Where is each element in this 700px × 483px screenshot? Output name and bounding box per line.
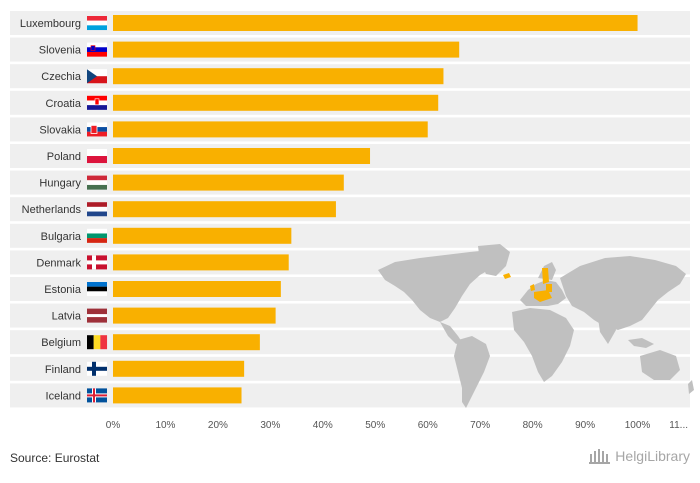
flags <box>87 16 108 403</box>
x-tick-label: 10% <box>155 420 175 431</box>
slovakia-flag-icon <box>87 122 107 137</box>
x-tick-label: 20% <box>208 420 228 431</box>
x-tick-label: 0% <box>106 420 121 431</box>
bar-hungary <box>113 174 344 191</box>
source-note: Source: Eurostat <box>10 451 100 465</box>
map-highlight-central-europe <box>534 290 552 302</box>
category-label: Hungary <box>39 178 81 190</box>
iceland-flag-icon <box>87 388 107 403</box>
bar-czechia <box>113 68 444 85</box>
latvia-flag-icon <box>87 308 107 323</box>
brand-logo: HelgiLibrary <box>589 448 690 464</box>
bar-poland <box>113 148 371 164</box>
map-indonesia <box>628 338 654 348</box>
slovenia-flag-icon <box>87 42 107 57</box>
map-highlight-finland <box>542 268 549 284</box>
bar-latvia <box>113 307 276 324</box>
map-greenland <box>478 244 510 276</box>
estonia-flag-icon <box>87 282 107 297</box>
croatia-flag-icon <box>87 95 107 110</box>
map-new-zealand <box>688 380 694 394</box>
category-label: Slovakia <box>39 124 81 136</box>
poland-flag-icon <box>87 149 107 164</box>
map-australia <box>640 350 680 380</box>
category-label: Finland <box>45 364 81 376</box>
bar-estonia <box>113 281 281 297</box>
map-india <box>598 318 616 344</box>
x-tick-label: 50% <box>365 420 385 431</box>
x-tick-label: 70% <box>470 420 490 431</box>
category-label: Slovenia <box>39 45 82 57</box>
luxembourg-flag-icon <box>87 16 107 31</box>
row-band <box>10 197 690 222</box>
bar-bulgaria <box>113 227 292 244</box>
bar-denmark <box>113 254 289 271</box>
map-asia <box>560 256 686 330</box>
netherlands-flag-icon <box>87 202 107 217</box>
x-tick-label: 30% <box>260 420 280 431</box>
bar-slovenia <box>113 41 460 58</box>
x-tick-label: 100% <box>625 420 651 431</box>
bar-luxembourg <box>113 15 638 31</box>
bar-slovakia <box>113 121 428 138</box>
category-label: Czechia <box>41 71 82 83</box>
bar-croatia <box>113 94 439 111</box>
belgium-flag-icon <box>87 335 108 350</box>
bar-finland <box>113 360 245 377</box>
row-band <box>10 223 690 248</box>
category-label: Belgium <box>41 337 81 349</box>
map-south-america <box>454 336 490 408</box>
map-highlight-iceland <box>503 273 511 279</box>
brand-name: HelgiLibrary <box>615 448 690 464</box>
map-north-america <box>378 250 500 322</box>
row-band <box>10 383 690 408</box>
map-highlight-baltics <box>546 284 552 292</box>
map-africa <box>512 308 574 382</box>
category-label: Netherlands <box>22 204 82 216</box>
bars <box>113 15 638 404</box>
denmark-flag-icon <box>87 255 107 270</box>
row-band <box>10 170 690 195</box>
bar-netherlands <box>113 201 336 218</box>
category-label: Poland <box>47 151 81 163</box>
x-tick-label: 60% <box>418 420 438 431</box>
x-tick-label: 11... <box>669 420 688 431</box>
category-label: Bulgaria <box>41 231 82 243</box>
bulgaria-flag-icon <box>87 228 107 243</box>
category-label: Denmark <box>36 257 81 269</box>
category-label: Latvia <box>52 311 82 323</box>
finland-flag-icon <box>87 361 107 376</box>
x-tick-label: 90% <box>575 420 595 431</box>
hungary-flag-icon <box>87 175 107 190</box>
library-icon <box>589 449 611 464</box>
row-band <box>10 330 690 355</box>
bar-iceland <box>113 387 242 404</box>
czechia-flag-icon <box>87 69 107 84</box>
x-tick-label: 80% <box>523 420 543 431</box>
category-labels: Luxembourg Slovenia Czechia Croatia Slovakia… <box>20 18 82 402</box>
x-axis-ticks: 0% 10% 20% 30% 40% 50% 60% 70% 80% 90% 100% 11... <box>106 420 688 431</box>
category-label: Croatia <box>46 98 82 110</box>
row-band <box>10 356 690 381</box>
category-label: Iceland <box>46 390 81 402</box>
map-highlight-denmark <box>530 284 535 291</box>
category-label: Luxembourg <box>20 18 81 30</box>
x-tick-label: 40% <box>313 420 333 431</box>
world-map <box>378 244 694 408</box>
bar-belgium <box>113 334 260 351</box>
category-label: Estonia <box>44 284 82 296</box>
map-central-america <box>440 322 462 344</box>
